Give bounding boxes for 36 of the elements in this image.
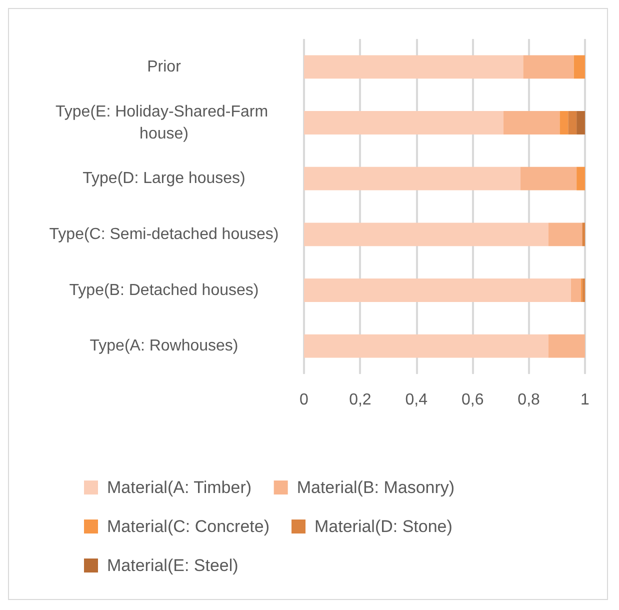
legend-label: Material(B: Masonry) xyxy=(296,478,455,497)
legend-label: Material(D: Stone) xyxy=(314,517,452,536)
bar xyxy=(576,111,585,134)
x-tick-label: 0,8 xyxy=(518,392,540,408)
x-tick-label: 0,6 xyxy=(461,392,484,408)
y-tick-label: Type(C: Semi-detached houses) xyxy=(49,226,279,243)
x-tick-label: 1 xyxy=(580,392,590,408)
x-tick-label: 0,4 xyxy=(405,392,428,408)
bar xyxy=(504,111,560,134)
bar xyxy=(304,166,520,190)
bar xyxy=(523,55,574,79)
y-tick-label: Type(D: Large houses) xyxy=(82,170,246,188)
y-tick-label: Type(B: Detached houses) xyxy=(69,282,259,299)
legend-label: Material(C: Concrete) xyxy=(107,517,270,536)
bar xyxy=(304,278,571,302)
bar xyxy=(304,334,548,358)
bar xyxy=(570,278,581,302)
y-tick-label: Type(E: Holiday-Shared-Farm house) xyxy=(56,103,272,142)
y-tick-label: Prior xyxy=(147,58,182,76)
bar xyxy=(576,166,585,190)
bar xyxy=(304,222,548,246)
y-tick-label: Type(A: Rowhouses) xyxy=(90,338,238,355)
legend-label: Material(E: Steel) xyxy=(107,556,238,575)
bar xyxy=(548,222,582,246)
x-tick-label: 0 xyxy=(300,392,309,408)
legend-label: Material(A: Timber) xyxy=(107,478,252,497)
bar xyxy=(520,166,577,190)
bar xyxy=(568,111,577,134)
bar xyxy=(548,334,585,358)
bar xyxy=(574,55,585,79)
bar xyxy=(560,111,568,134)
bar xyxy=(582,278,585,302)
bar xyxy=(304,55,524,79)
x-tick-label: 0,2 xyxy=(349,392,372,408)
bar xyxy=(304,111,504,134)
bar xyxy=(582,222,585,246)
